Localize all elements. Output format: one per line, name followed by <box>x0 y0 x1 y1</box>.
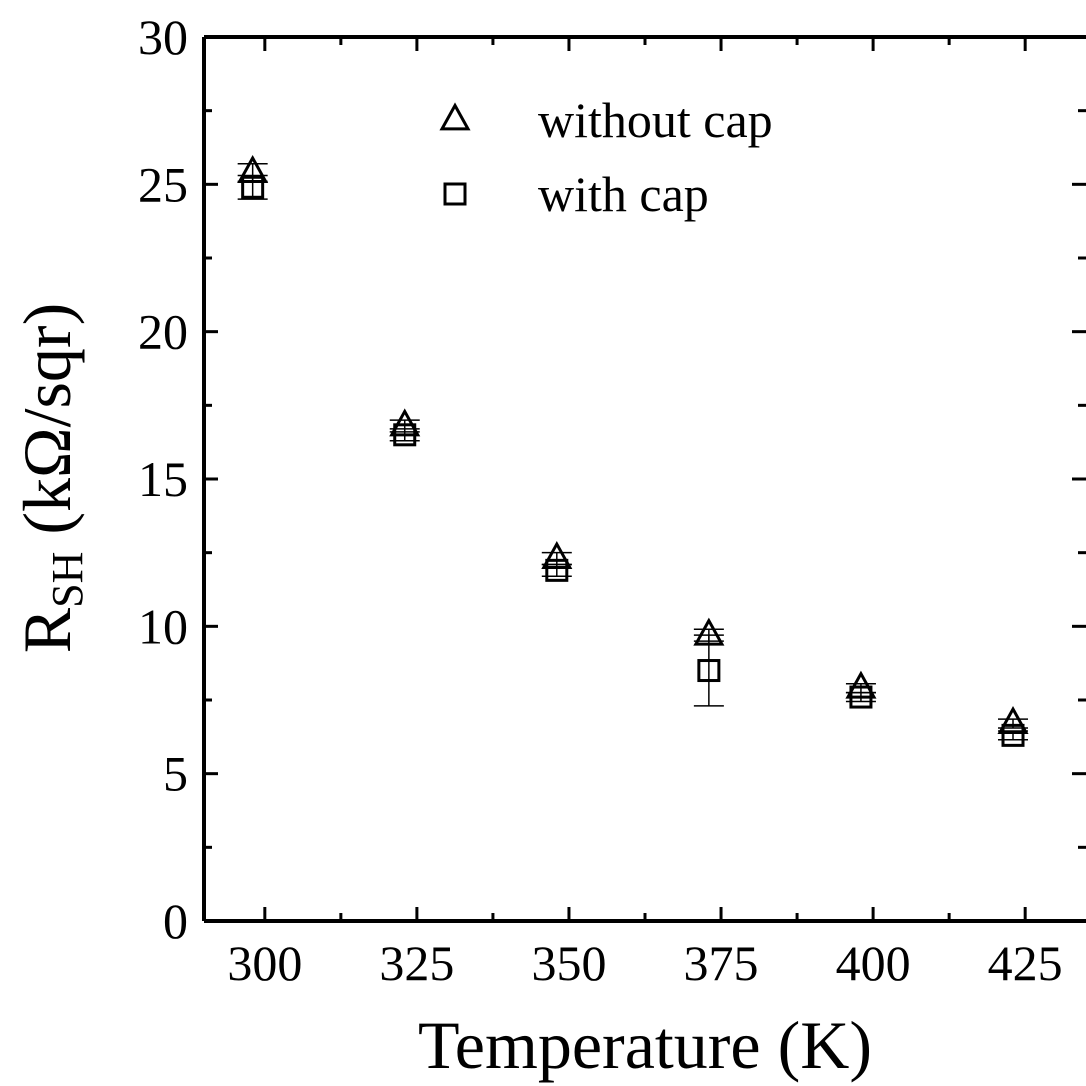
x-axis-title: Temperature (K) <box>418 1007 872 1083</box>
square-marker <box>393 423 417 447</box>
legend-label: with cap <box>538 166 709 222</box>
x-tick-label: 400 <box>836 935 911 991</box>
y-tick-label: 0 <box>163 893 188 949</box>
y-axis-title-subscript: SH <box>43 552 92 608</box>
x-tick-label: 325 <box>379 935 454 991</box>
y-tick-label: 25 <box>138 156 188 212</box>
square-marker <box>545 558 569 582</box>
square-marker <box>697 659 721 683</box>
y-tick-label: 15 <box>138 451 188 507</box>
triangle-marker <box>439 102 471 131</box>
square-marker <box>849 685 873 709</box>
y-axis-title-main: R <box>9 607 85 653</box>
x-tick-label: 350 <box>531 935 606 991</box>
y-tick-label: 30 <box>138 9 188 65</box>
data-points <box>237 154 1029 747</box>
y-tick-label: 10 <box>138 598 188 654</box>
axis-ticks <box>204 35 1086 923</box>
y-tick-label: 20 <box>138 304 188 360</box>
x-tick-label: 300 <box>227 935 302 991</box>
y-tick-label: 5 <box>163 746 188 802</box>
y-axis-title: RSH (kΩ/sqr) <box>9 303 92 653</box>
square-marker <box>443 182 467 206</box>
legend-label: without cap <box>538 92 773 148</box>
y-axis-title-units: (kΩ/sqr) <box>9 303 85 552</box>
square-marker <box>241 175 265 199</box>
legend: without cap with cap <box>439 92 773 222</box>
square-marker <box>1001 723 1025 747</box>
x-tick-label: 425 <box>988 935 1063 991</box>
tick-labels: 300 325 350 375 400 425 0 5 10 15 20 25 30 <box>138 9 1063 991</box>
x-tick-label: 375 <box>684 935 759 991</box>
